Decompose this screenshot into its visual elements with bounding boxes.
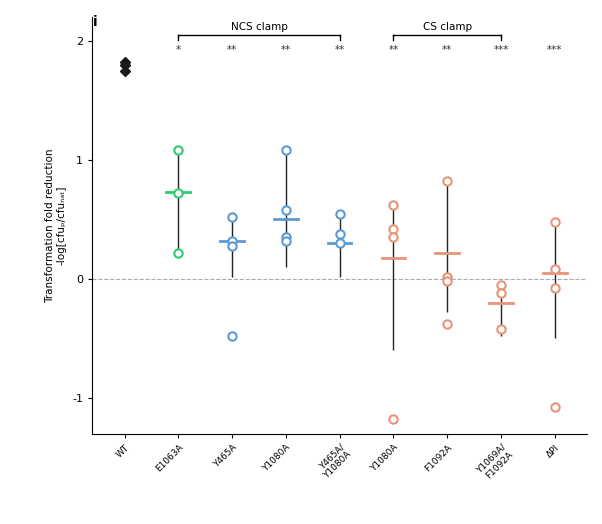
Text: NCS clamp: NCS clamp xyxy=(231,21,287,31)
Text: **: ** xyxy=(388,46,399,56)
Text: **: ** xyxy=(442,46,452,56)
Text: **: ** xyxy=(335,46,345,56)
Text: **: ** xyxy=(227,46,237,56)
Text: *: * xyxy=(176,46,181,56)
Text: CS clamp: CS clamp xyxy=(423,21,472,31)
Text: i: i xyxy=(93,15,98,29)
Y-axis label: Transformation fold reduction
-log[cfuₚ/cfuₙₐₜ]: Transformation fold reduction -log[cfuₚ/… xyxy=(45,148,67,303)
Text: **: ** xyxy=(281,46,291,56)
Text: ***: *** xyxy=(493,46,509,56)
Text: ***: *** xyxy=(547,46,562,56)
